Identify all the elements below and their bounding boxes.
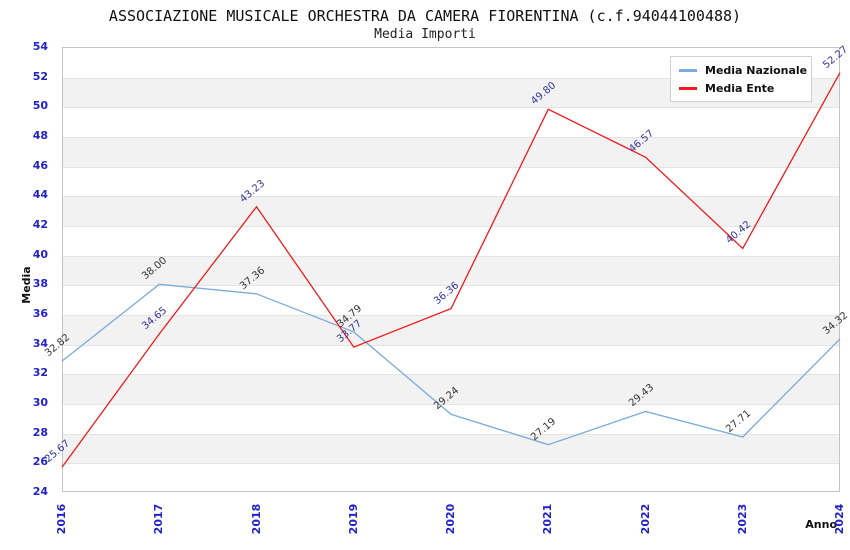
x-tick-label: 2023 bbox=[735, 503, 749, 535]
y-tick-label: 44 bbox=[32, 188, 48, 202]
x-tick-label: 2020 bbox=[444, 503, 457, 535]
y-tick-label: 38 bbox=[32, 277, 48, 291]
x-tick-label: 2021 bbox=[541, 503, 555, 535]
x-tick-label: 2024 bbox=[833, 503, 846, 535]
media-ente-swatch-icon bbox=[679, 86, 697, 90]
x-axis-title: Anno bbox=[805, 518, 837, 531]
gridline bbox=[63, 166, 839, 168]
y-tick-label: 28 bbox=[32, 425, 48, 439]
chart-subtitle: Media Importi bbox=[374, 27, 476, 42]
gridline bbox=[63, 196, 839, 198]
legend-label: Media Ente bbox=[705, 81, 775, 95]
gridline bbox=[63, 137, 839, 138]
gridline bbox=[63, 107, 839, 109]
gridline bbox=[63, 315, 839, 316]
gridline bbox=[63, 374, 839, 376]
plot-area bbox=[62, 47, 840, 492]
legend-label: Media Nazionale bbox=[705, 63, 808, 77]
gridline bbox=[63, 463, 839, 465]
y-tick-label: 36 bbox=[32, 307, 48, 320]
gridline bbox=[63, 344, 839, 346]
x-tick-label: 2019 bbox=[346, 503, 360, 535]
gridline bbox=[63, 255, 839, 257]
x-tick-label: 2018 bbox=[249, 503, 263, 535]
plot-band bbox=[63, 433, 839, 464]
legend: Media Nazionale Media Ente bbox=[670, 56, 812, 102]
y-tick-label: 48 bbox=[32, 129, 48, 142]
y-tick-label: 24 bbox=[32, 485, 48, 498]
legend-item-media-ente: Media Ente bbox=[679, 79, 803, 97]
y-tick-label: 32 bbox=[32, 366, 48, 380]
y-tick-label: 34 bbox=[32, 336, 48, 350]
y-tick-label: 26 bbox=[32, 455, 48, 469]
chart-title: ASSOCIAZIONE MUSICALE ORCHESTRA DA CAMER… bbox=[108, 7, 742, 25]
x-tick-label: 2022 bbox=[638, 503, 652, 535]
gridline bbox=[63, 226, 839, 227]
x-tick-label: 2017 bbox=[152, 503, 166, 535]
y-tick-label: 50 bbox=[32, 99, 48, 113]
x-tick-label: 2016 bbox=[55, 503, 68, 535]
plot-band bbox=[63, 137, 839, 167]
plot-band bbox=[63, 255, 839, 286]
y-tick-label: 40 bbox=[32, 247, 48, 261]
y-tick-label: 52 bbox=[32, 69, 48, 83]
y-tick-label: 42 bbox=[32, 218, 48, 231]
y-tick-label: 46 bbox=[32, 158, 48, 172]
plot-band bbox=[63, 315, 839, 345]
media-nazionale-swatch-icon bbox=[679, 68, 697, 72]
legend-item-media-nazionale: Media Nazionale bbox=[679, 61, 807, 79]
y-tick-label: 30 bbox=[32, 396, 48, 409]
y-tick-label: 54 bbox=[32, 40, 48, 53]
plot-band bbox=[63, 196, 839, 226]
gridline bbox=[63, 404, 839, 405]
